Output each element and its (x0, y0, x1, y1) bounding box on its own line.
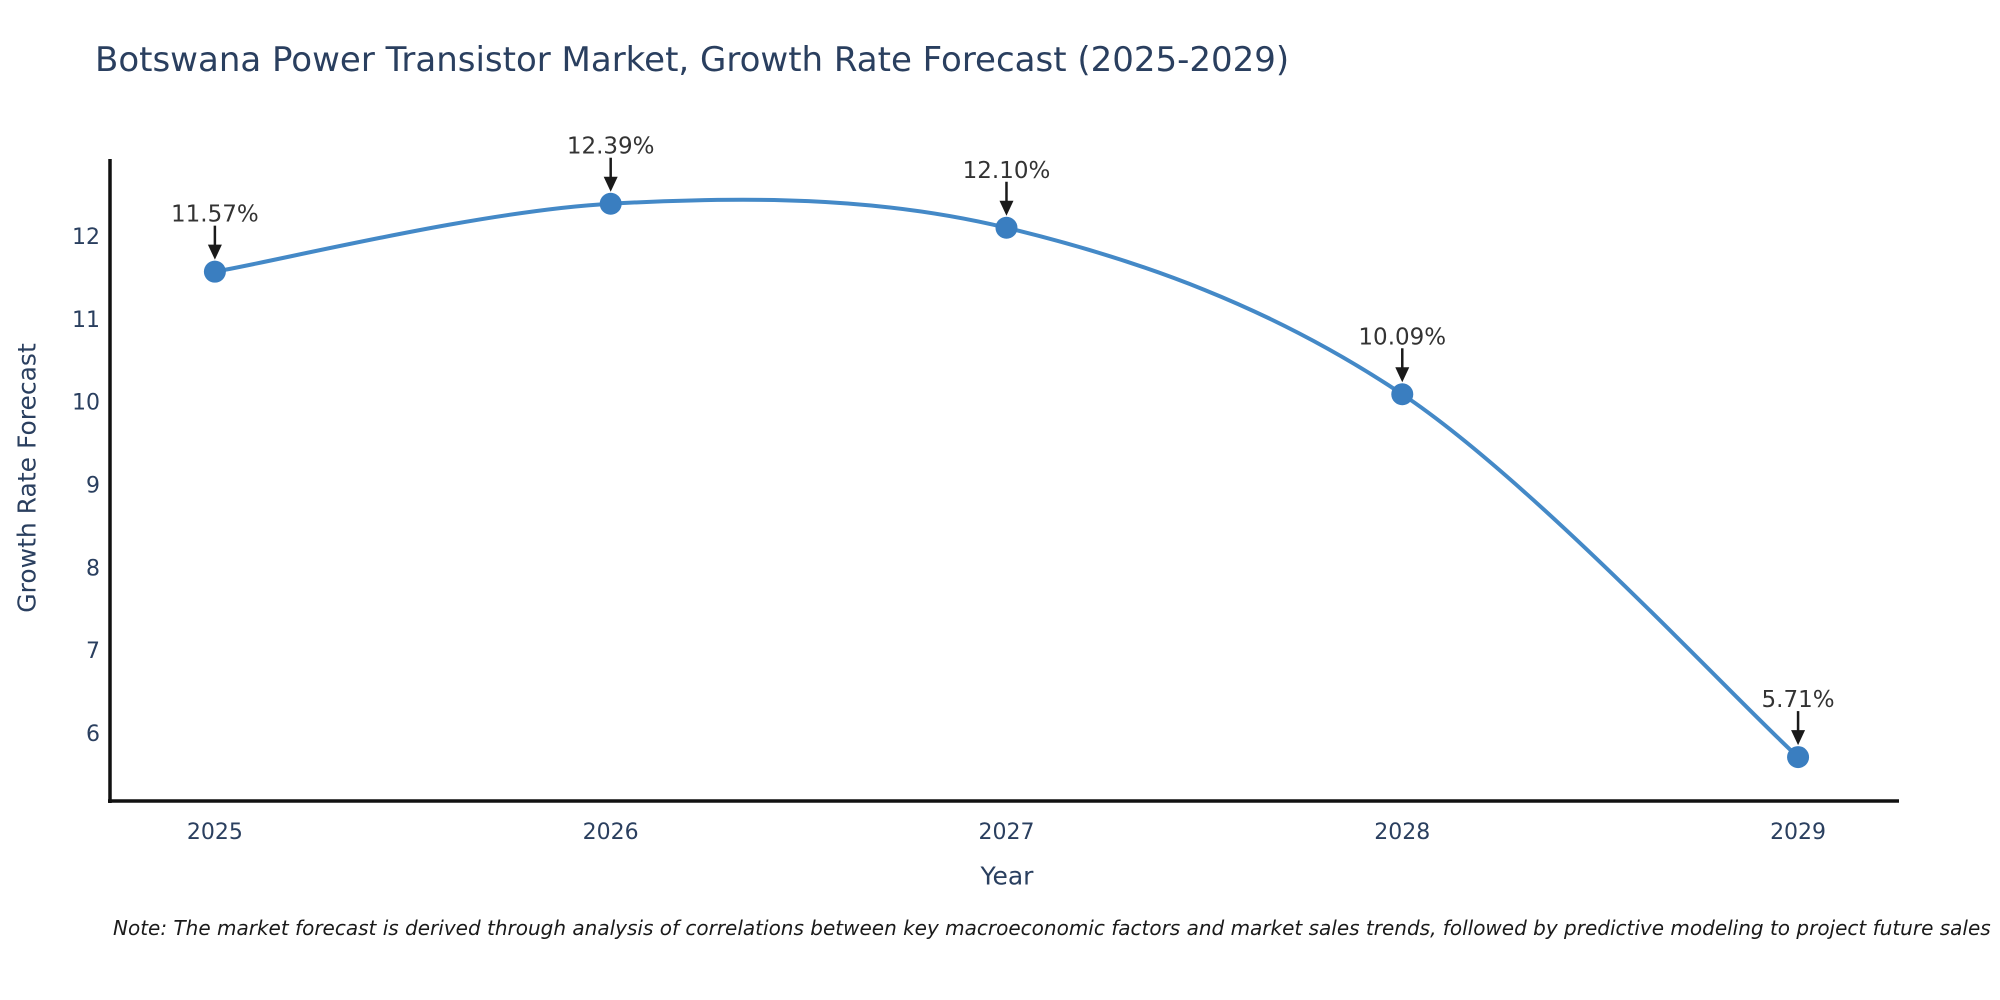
chart-title: Botswana Power Transistor Market, Growth… (95, 40, 1290, 80)
x-tick-label: 2029 (1770, 820, 1826, 845)
annotation-arrowhead-icon (603, 176, 618, 192)
annotation-arrowhead-icon (999, 200, 1014, 216)
x-tick-label: 2025 (187, 820, 243, 845)
y-tick-label: 8 (86, 556, 100, 581)
x-axis-title: Year (980, 861, 1034, 891)
y-tick-label: 9 (86, 474, 100, 499)
annotation-label: 11.57% (171, 202, 259, 228)
data-point-marker[interactable] (599, 192, 622, 215)
y-tick-label: 11 (72, 308, 100, 333)
y-tick-label: 7 (86, 639, 100, 664)
annotation-label: 5.71% (1762, 687, 1835, 713)
trend-line (212, 197, 1801, 760)
y-tick-label: 6 (86, 722, 100, 747)
annotation-label: 12.39% (567, 134, 655, 160)
annotation-arrowhead-icon (1791, 730, 1806, 746)
annotation-arrowhead-icon (1395, 367, 1410, 383)
data-point-marker[interactable] (1787, 746, 1810, 769)
data-point-marker[interactable] (203, 260, 226, 283)
data-point-marker[interactable] (1391, 383, 1414, 406)
x-tick-label: 2027 (978, 820, 1034, 845)
x-tick-label: 2028 (1374, 820, 1430, 845)
y-tick-label: 12 (72, 225, 100, 250)
annotation-label: 12.10% (963, 158, 1051, 184)
annotation-label: 10.09% (1358, 324, 1446, 350)
footnote: Note: The market forecast is derived thr… (113, 916, 1991, 940)
data-point-marker[interactable] (995, 216, 1018, 239)
x-tick-label: 2026 (583, 820, 639, 845)
annotation-arrowhead-icon (207, 244, 222, 260)
y-tick-label: 10 (72, 391, 100, 416)
